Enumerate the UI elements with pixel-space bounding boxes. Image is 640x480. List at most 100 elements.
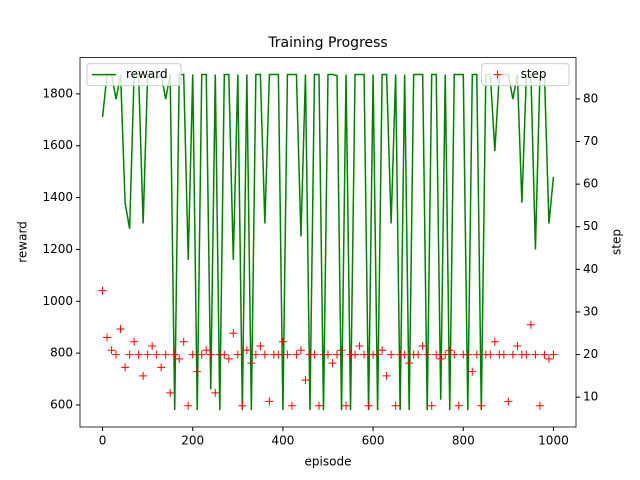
step-marker <box>157 363 166 372</box>
step-marker <box>247 359 256 368</box>
step-marker <box>378 346 387 355</box>
step-marker <box>513 342 522 351</box>
step-marker <box>143 350 152 359</box>
x-tick-label: 400 <box>271 434 294 448</box>
step-marker <box>445 346 454 355</box>
y2-tick-label: 80 <box>583 91 598 105</box>
step-marker <box>472 350 481 359</box>
step-marker <box>229 329 238 338</box>
step-marker <box>202 346 211 355</box>
step-marker <box>477 401 486 410</box>
y-tick-label: 1800 <box>42 86 73 100</box>
step-marker <box>432 350 441 359</box>
step-marker <box>211 388 220 397</box>
step-marker <box>328 359 337 368</box>
step-marker <box>364 401 373 410</box>
step-marker <box>373 350 382 359</box>
step-marker <box>112 350 121 359</box>
step-marker <box>310 350 319 359</box>
step-marker <box>197 350 206 359</box>
step-marker <box>301 376 310 385</box>
step-marker <box>324 350 332 359</box>
step-marker <box>296 346 305 355</box>
y-tick-label: 1400 <box>42 190 73 204</box>
step-marker <box>544 354 553 363</box>
step-marker <box>220 350 229 359</box>
step-marker <box>265 397 274 406</box>
step-marker <box>436 354 445 363</box>
step-marker <box>278 337 287 346</box>
y2-tick-label: 50 <box>583 219 598 233</box>
step-marker <box>486 350 495 359</box>
x-tick-label: 200 <box>181 434 204 448</box>
step-marker <box>382 371 391 380</box>
x-axis-label: episode <box>305 455 352 469</box>
step-marker <box>418 342 427 351</box>
step-marker <box>314 401 323 410</box>
step-marker <box>233 350 242 359</box>
step-marker <box>260 350 269 359</box>
step-marker <box>184 401 193 410</box>
step-marker <box>116 325 125 334</box>
step-marker <box>463 350 472 359</box>
step-marker <box>540 350 549 359</box>
y2-tick-label: 60 <box>583 177 598 191</box>
step-marker <box>351 350 360 359</box>
step-marker <box>360 350 369 359</box>
step-marker <box>152 350 161 359</box>
step-marker <box>508 350 517 359</box>
chart-title: Training Progress <box>267 35 387 51</box>
step-marker <box>134 350 143 359</box>
y2-tick-label: 70 <box>583 134 598 148</box>
step-marker <box>526 320 535 329</box>
step-marker <box>242 346 251 355</box>
x-tick-label: 1000 <box>538 434 569 448</box>
legend-box <box>86 63 182 87</box>
step-marker <box>405 359 414 368</box>
step-marker <box>170 350 179 359</box>
step-marker <box>504 397 513 406</box>
legend-marker <box>493 70 502 79</box>
y-tick-label: 600 <box>50 397 73 411</box>
y2-axis-label: step <box>610 229 624 255</box>
y2-tick-label: 20 <box>583 347 598 361</box>
step-marker <box>224 354 233 363</box>
step-marker <box>188 350 197 359</box>
y-axis-label: reward <box>16 221 30 263</box>
y2-tick-label: 10 <box>583 390 598 404</box>
legend-label: step <box>521 67 547 81</box>
step-marker <box>400 350 409 359</box>
step-marker <box>125 350 134 359</box>
step-marker <box>522 350 531 359</box>
y-tick-label: 1000 <box>42 294 73 308</box>
step-marker <box>107 346 116 355</box>
step-marker <box>166 388 175 397</box>
step-marker <box>427 401 436 410</box>
step-marker <box>450 350 459 359</box>
legend-label: reward <box>126 67 168 81</box>
step-marker <box>256 342 265 351</box>
step-marker <box>333 350 342 359</box>
legend-box <box>481 63 570 87</box>
step-marker <box>423 350 432 359</box>
step-marker <box>161 350 170 359</box>
step-marker <box>292 350 301 359</box>
step-marker <box>391 401 400 410</box>
step-marker <box>490 337 499 346</box>
step-marker <box>531 350 540 359</box>
step-marker <box>283 350 292 359</box>
step-marker <box>414 350 423 359</box>
step-marker <box>468 367 477 376</box>
x-tick-label: 800 <box>452 434 475 448</box>
step-marker <box>130 337 139 346</box>
step-marker <box>179 337 188 346</box>
step-marker <box>499 350 508 359</box>
step-marker <box>175 354 184 363</box>
y2-tick-label: 30 <box>583 304 598 318</box>
step-marker <box>287 401 296 410</box>
x-tick-label: 0 <box>99 434 107 448</box>
step-marker <box>454 401 463 410</box>
step-marker <box>206 350 215 359</box>
y-tick-label: 800 <box>50 346 73 360</box>
